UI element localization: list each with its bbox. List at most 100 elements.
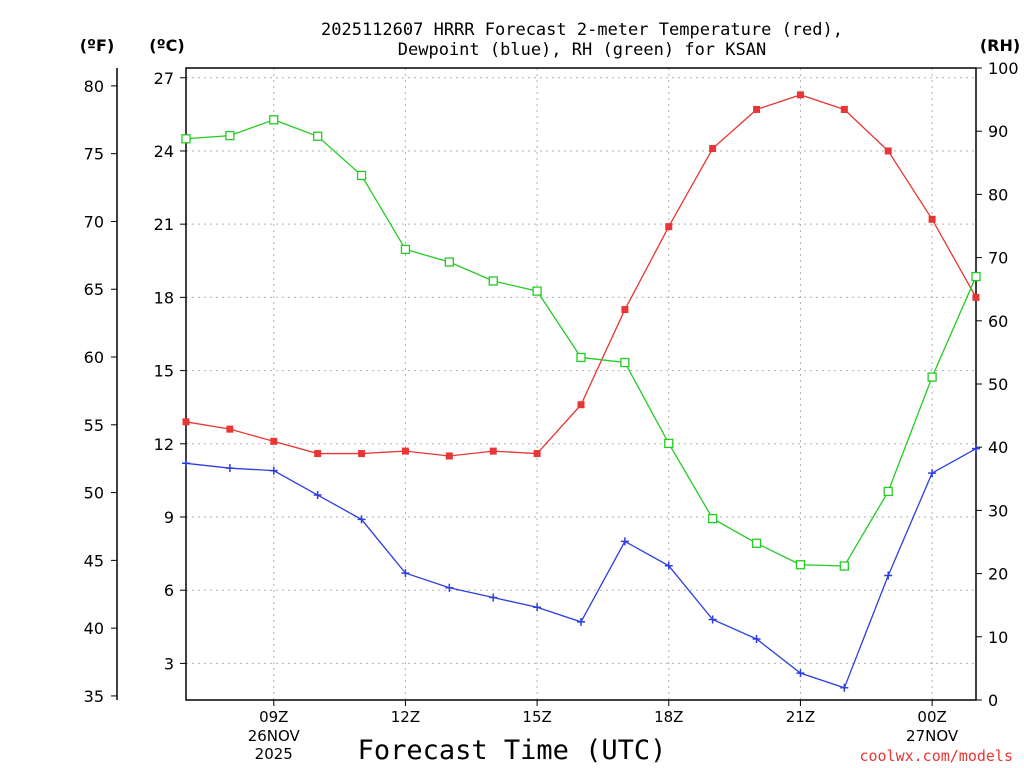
rh-tick-label: 100 xyxy=(988,59,1019,78)
dewpoint-point xyxy=(489,593,498,602)
temperature-point xyxy=(621,306,629,314)
x-tick-label: 18Z xyxy=(654,708,683,726)
fahrenheit-unit-label: (ºF) xyxy=(80,36,115,55)
celsius-tick-label: 24 xyxy=(154,142,174,161)
fahrenheit-tick-label: 70 xyxy=(84,212,104,231)
chart-title: 2025112607 HRRR Forecast 2-meter Tempera… xyxy=(321,20,843,60)
temperature-point xyxy=(226,425,234,433)
x-tick-label: 12Z xyxy=(391,708,420,726)
dewpoint-point xyxy=(840,683,849,692)
rh-line xyxy=(185,119,977,567)
x-axis-label: Forecast Time (UTC) xyxy=(358,735,667,766)
temperature-point xyxy=(270,437,278,445)
dewpoint-point xyxy=(357,515,366,524)
temperature-point xyxy=(928,215,936,223)
title-line-2: Dewpoint (blue), RH (green) for KSAN xyxy=(398,40,766,60)
dewpoint-point xyxy=(182,459,190,468)
rh-point xyxy=(400,244,411,255)
dewpoint-line xyxy=(185,448,977,689)
dewpoint-point xyxy=(445,583,454,592)
rh-point xyxy=(532,286,542,296)
rh-point xyxy=(313,131,323,141)
fahrenheit-tick-label: 80 xyxy=(84,77,104,96)
fahrenheit-tick-label: 35 xyxy=(84,687,104,706)
rh-tick-label: 50 xyxy=(988,375,1008,394)
rh-tick-label: 80 xyxy=(988,185,1008,204)
x-tick-label: 21Z xyxy=(786,708,815,726)
x-tick-year: 2025 xyxy=(255,745,293,763)
rh-point xyxy=(620,357,630,368)
temperature-point xyxy=(533,450,541,458)
rh-point xyxy=(444,257,454,267)
title-line-1: 2025112607 HRRR Forecast 2-meter Tempera… xyxy=(321,20,843,40)
fahrenheit-tick-label: 50 xyxy=(84,484,104,503)
celsius-tick-label: 12 xyxy=(154,435,174,454)
dewpoint-point xyxy=(225,464,234,473)
x-tick-label: 09Z xyxy=(259,708,288,726)
rh-point xyxy=(181,134,191,144)
temperature-point xyxy=(709,145,717,153)
rh-tick-label: 60 xyxy=(988,312,1008,331)
rh-tick-label: 90 xyxy=(988,122,1008,141)
fahrenheit-tick-label: 60 xyxy=(84,348,104,367)
rh-point xyxy=(576,352,586,363)
rh-point xyxy=(225,130,235,141)
dewpoint-point xyxy=(577,617,585,626)
dewpoint-point xyxy=(884,571,893,580)
dewpoint-point xyxy=(401,569,410,578)
dewpoint-point xyxy=(269,466,278,475)
data-series xyxy=(181,91,981,692)
celsius-unit-label: (ºC) xyxy=(149,36,184,55)
rh-tick-label: 40 xyxy=(988,438,1008,457)
rh-point xyxy=(356,170,367,181)
temperature-point xyxy=(314,450,322,458)
dewpoint-point xyxy=(796,669,805,678)
temperature-point xyxy=(445,452,453,460)
temperature-point xyxy=(182,418,190,426)
rh-point xyxy=(269,115,279,125)
rh-point xyxy=(971,271,981,282)
dewpoint-point xyxy=(664,561,673,570)
rh-point xyxy=(708,513,718,524)
rh-tick-label: 0 xyxy=(988,691,998,710)
rh-point xyxy=(751,538,762,548)
celsius-tick-label: 18 xyxy=(154,288,174,307)
rh-tick-label: 20 xyxy=(988,565,1008,584)
celsius-tick-label: 27 xyxy=(154,69,174,88)
temperature-point xyxy=(489,447,497,455)
rh-unit-label: (RH) xyxy=(980,36,1020,55)
dewpoint-point xyxy=(752,634,761,643)
dewpoint-point xyxy=(928,469,937,478)
dewpoint-point xyxy=(708,615,717,624)
temperature-point xyxy=(884,147,892,155)
rh-tick-label: 30 xyxy=(988,501,1008,520)
rh-point xyxy=(488,276,498,286)
celsius-tick-label: 21 xyxy=(154,215,174,234)
temperature-point xyxy=(358,450,366,458)
dewpoint-point xyxy=(972,444,980,453)
fahrenheit-tick-label: 40 xyxy=(84,619,104,638)
celsius-tick-label: 3 xyxy=(164,654,174,673)
temperature-point xyxy=(401,447,409,455)
x-tick-date: 27NOV xyxy=(906,727,959,745)
temperature-point xyxy=(665,223,673,231)
celsius-tick-label: 15 xyxy=(154,362,174,381)
rh-point xyxy=(883,486,893,497)
rh-tick-label: 10 xyxy=(988,628,1008,647)
temperature-point xyxy=(840,105,848,113)
temperature-point xyxy=(972,293,980,301)
rh-point xyxy=(839,561,849,571)
plot-frame xyxy=(185,67,977,701)
rh-tick-label: 70 xyxy=(988,249,1008,268)
credit-link[interactable]: coolwx.com/models xyxy=(859,747,1013,765)
celsius-tick-label: 6 xyxy=(164,581,174,600)
x-tick-label: 15Z xyxy=(522,708,551,726)
fahrenheit-tick-label: 55 xyxy=(84,416,104,435)
dewpoint-point xyxy=(533,603,542,612)
grid-lines xyxy=(186,68,976,700)
rh-point xyxy=(927,372,937,382)
fahrenheit-tick-label: 75 xyxy=(84,145,104,164)
temperature-point xyxy=(577,401,585,409)
